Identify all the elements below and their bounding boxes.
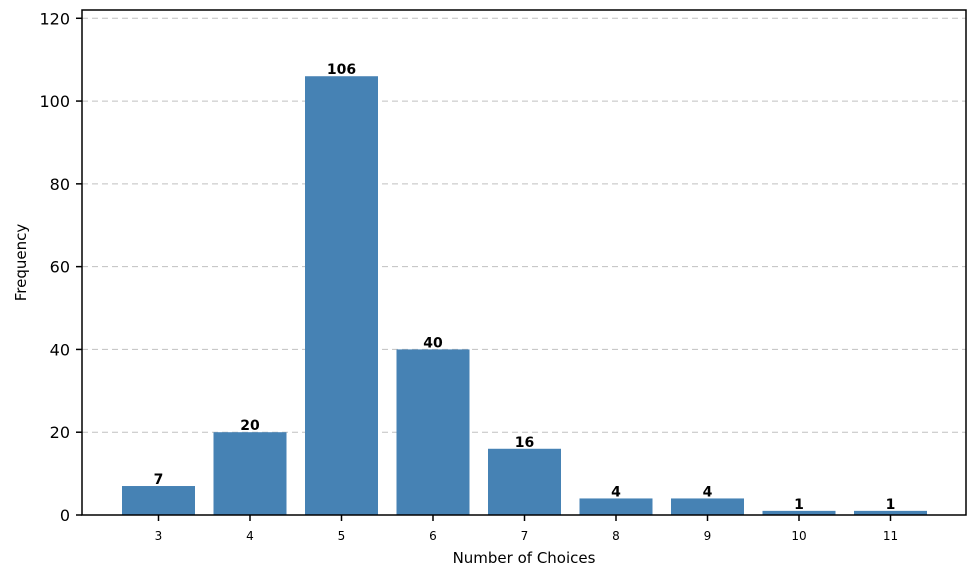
y-tick-label: 60 [50,258,70,277]
x-tick-label: 8 [612,529,620,543]
bar-4 [213,432,287,515]
bar-data-labels: 7 20 106 40 16 4 4 1 1 [154,62,896,513]
bar-10 [762,510,836,515]
bar-value-label: 1 [794,497,804,513]
bar-8 [579,498,653,515]
x-tick-label: 9 [704,529,712,543]
y-tick-label: 120 [39,9,70,28]
bar-3 [122,486,195,515]
bar-value-label: 7 [154,472,164,488]
x-axis-label: Number of Choices [453,549,596,567]
x-tick-label: 7 [521,529,529,543]
bar-value-label: 106 [327,62,356,78]
bars [122,76,927,516]
y-tick-label: 80 [50,175,70,194]
x-tick-label: 3 [155,529,163,543]
bar-7 [488,448,561,515]
x-axis-ticks: 3 4 5 6 7 8 9 10 11 [155,515,898,543]
x-tick-label: 6 [429,529,437,543]
bar-value-label: 16 [515,435,534,451]
y-axis-label: Frequency [12,224,30,302]
x-tick-label: 4 [246,529,254,543]
x-tick-label: 11 [883,529,898,543]
y-tick-label: 20 [50,423,70,442]
y-gridlines [82,17,966,433]
x-tick-label: 10 [791,529,806,543]
bar-value-label: 1 [886,497,896,513]
y-tick-label: 0 [60,506,70,525]
bar-value-label: 40 [423,335,443,351]
bar-5 [305,76,378,516]
y-axis-ticks: 0 20 40 60 80 100 120 [39,9,82,525]
bar-9 [671,498,744,515]
bar-6 [396,349,470,515]
y-tick-label: 40 [50,340,70,359]
bar-value-label: 4 [703,484,713,500]
y-tick-label: 100 [39,92,70,111]
bar-value-label: 4 [611,484,621,500]
x-tick-label: 5 [338,529,346,543]
bar-value-label: 20 [240,418,260,434]
bar-11 [854,510,927,515]
